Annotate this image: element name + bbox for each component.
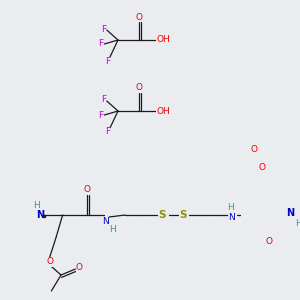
Text: O: O	[83, 184, 90, 194]
Text: O: O	[251, 145, 258, 154]
Text: F: F	[105, 128, 110, 136]
Text: OH: OH	[156, 35, 170, 44]
Text: N: N	[36, 210, 44, 220]
Text: O: O	[135, 83, 142, 92]
Text: N: N	[102, 217, 109, 226]
Text: N: N	[286, 208, 295, 218]
Text: F: F	[98, 40, 103, 49]
Text: O: O	[258, 164, 265, 172]
Text: H: H	[109, 224, 116, 233]
Text: N: N	[228, 212, 235, 221]
Text: O: O	[46, 257, 53, 266]
Text: H: H	[34, 200, 40, 209]
Text: F: F	[98, 110, 103, 119]
Text: S: S	[158, 210, 166, 220]
Text: F: F	[105, 56, 110, 65]
Text: OH: OH	[156, 106, 170, 116]
Text: H: H	[227, 202, 234, 211]
Text: O: O	[266, 236, 272, 245]
Text: H: H	[295, 218, 300, 227]
Text: O: O	[76, 262, 83, 272]
Text: F: F	[101, 25, 106, 34]
Text: S: S	[179, 210, 187, 220]
Text: O: O	[135, 13, 142, 22]
Text: F: F	[101, 95, 106, 104]
